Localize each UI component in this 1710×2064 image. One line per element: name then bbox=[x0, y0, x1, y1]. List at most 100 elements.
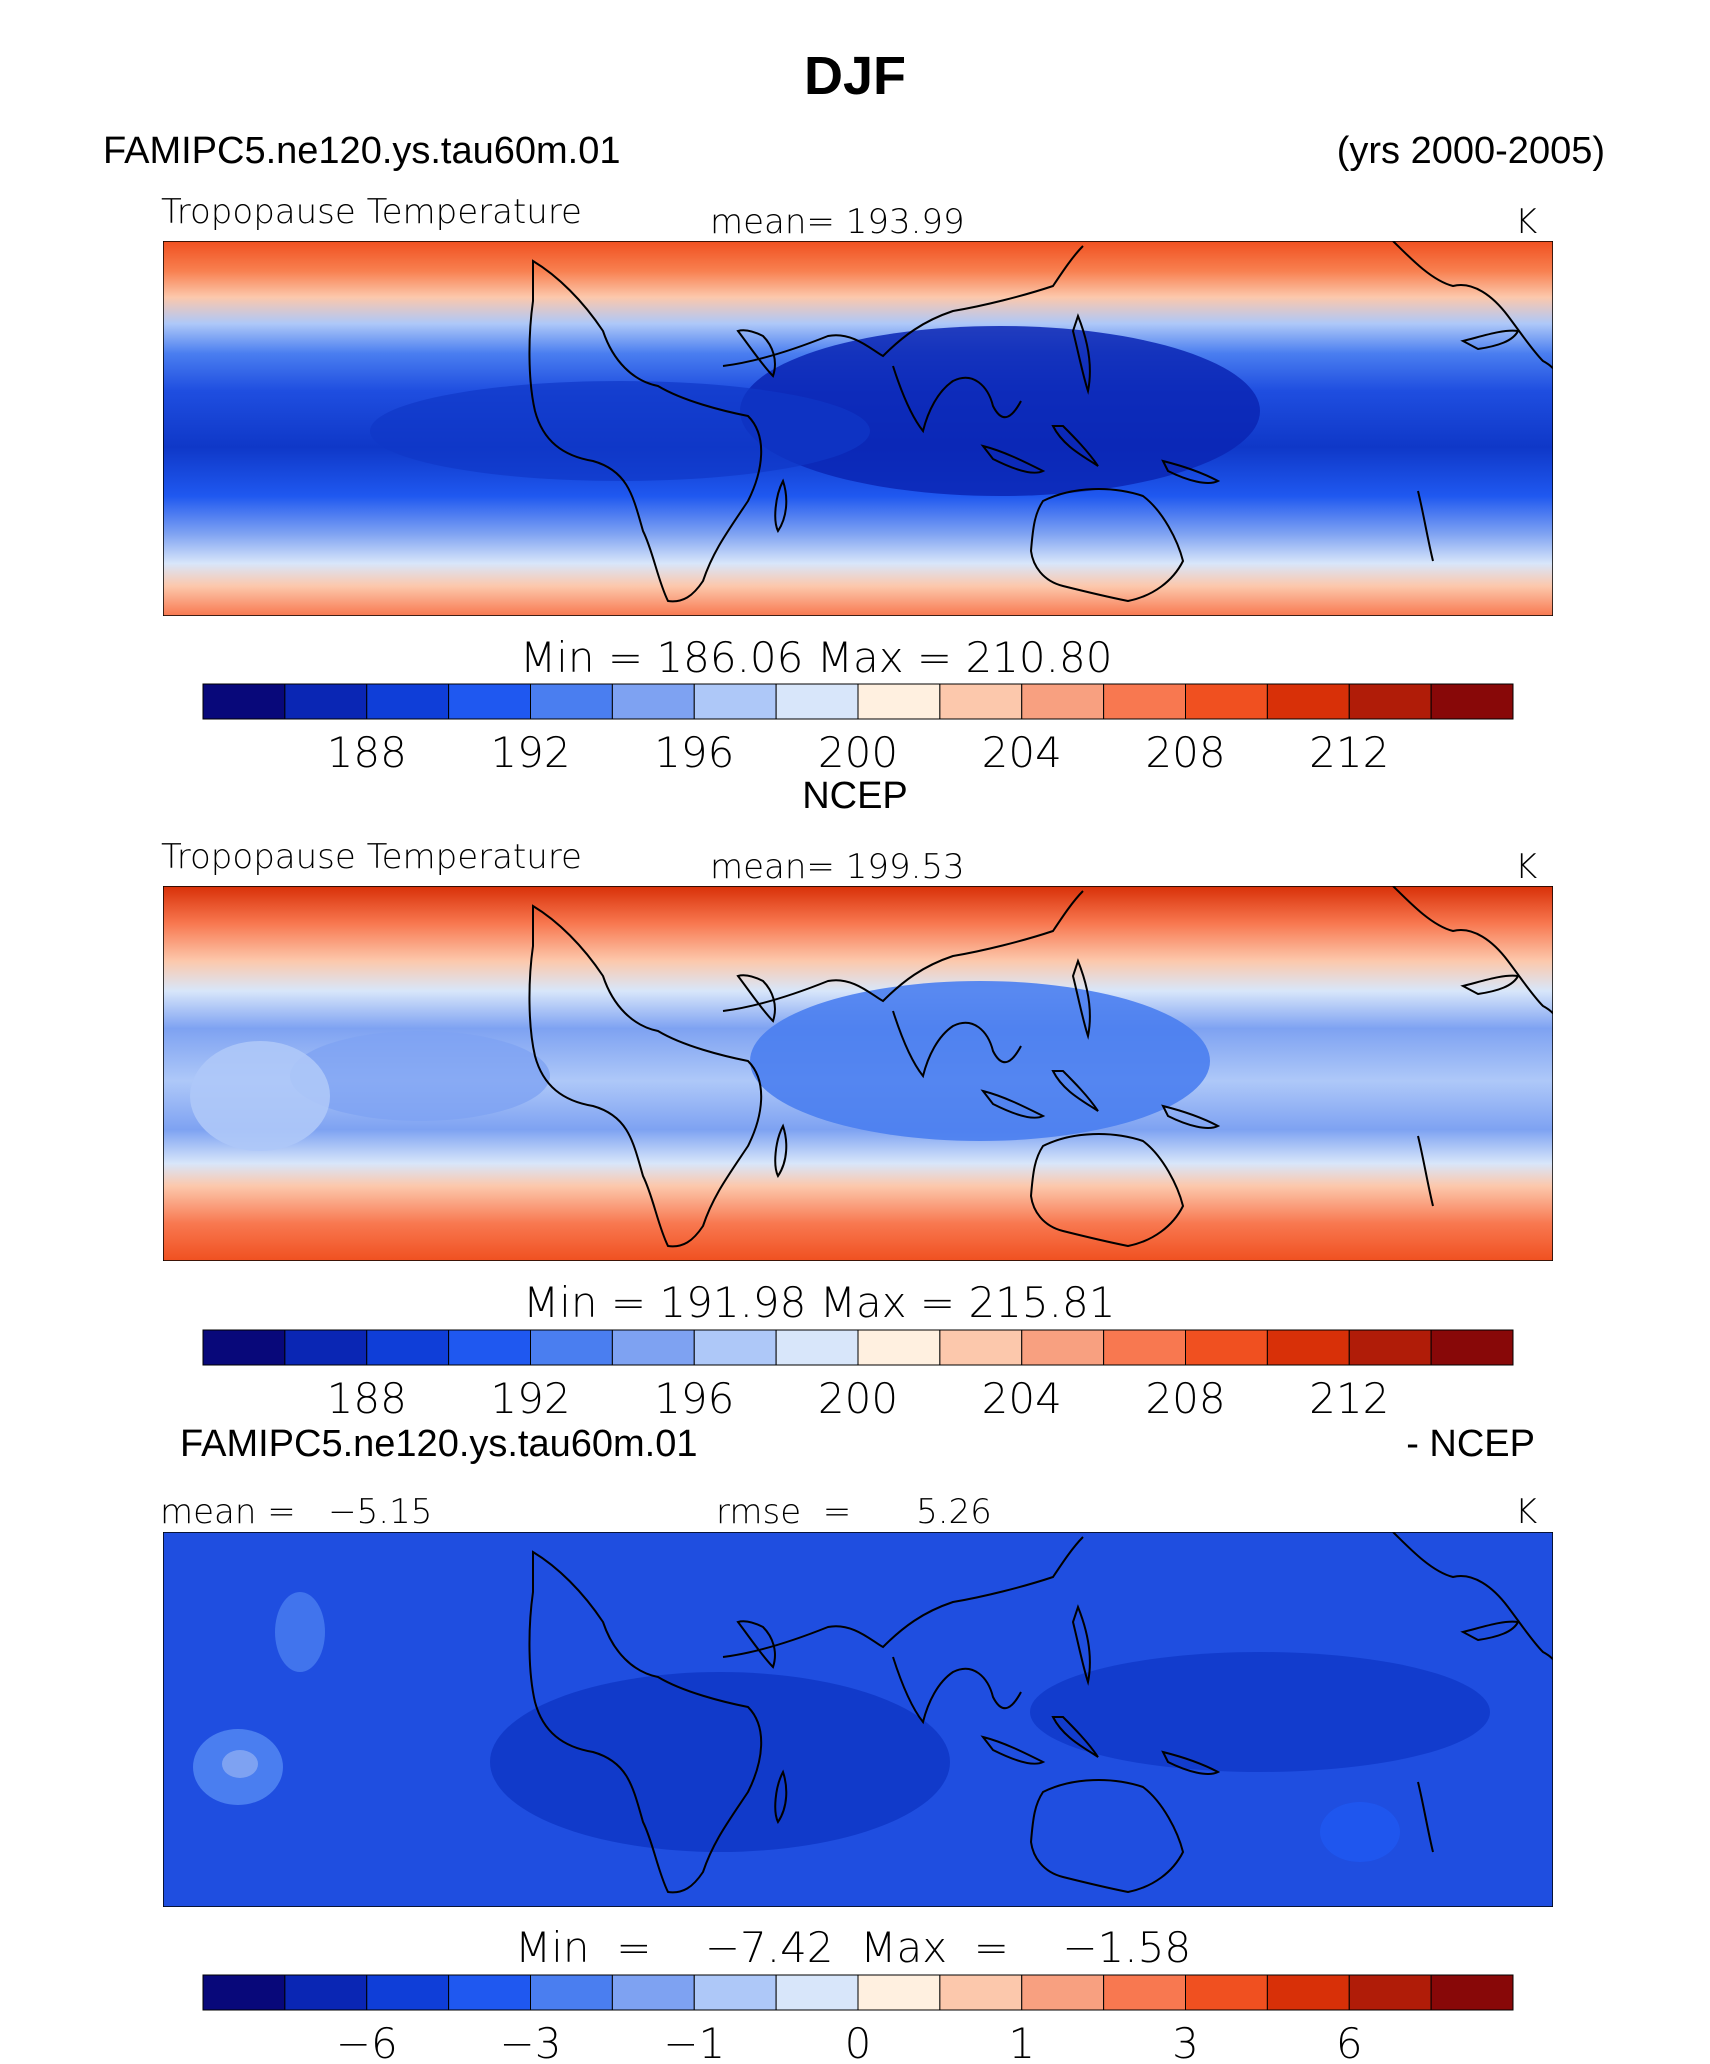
colorbar-1-box bbox=[1185, 683, 1268, 720]
cold-core-region bbox=[750, 981, 1210, 1141]
case-label-1: FAMIPC5.ne120.ys.tau60m.01 bbox=[103, 130, 621, 172]
mean-label-3: mean = −5.15 bbox=[160, 1492, 433, 1532]
colorbar-3-box bbox=[366, 1974, 450, 2011]
colorbar-2-box bbox=[857, 1329, 941, 1366]
colorbar-1-box bbox=[1266, 683, 1350, 720]
colorbar-3-tick-label: −3 bbox=[500, 2019, 562, 2064]
colorbar-3-box bbox=[1185, 1974, 1268, 2011]
colorbar-1-box bbox=[284, 683, 368, 720]
units-label-1: K bbox=[1515, 202, 1538, 242]
colorbar-1-tick-label: 196 bbox=[654, 728, 734, 777]
figure-title: DJF bbox=[803, 46, 906, 106]
colorbar-1-box bbox=[366, 683, 450, 720]
atlantic-anomaly bbox=[275, 1592, 325, 1672]
colorbar-1-box bbox=[1021, 683, 1105, 720]
units-label-3: K bbox=[1515, 1492, 1538, 1532]
colorbar-1-box bbox=[1103, 683, 1186, 720]
colorbar-2-box bbox=[1430, 1329, 1514, 1366]
rmse-label-3: rmse = 5.26 bbox=[716, 1492, 992, 1532]
colorbar-2-box bbox=[530, 1329, 613, 1366]
colorbar-1-tick-label: 200 bbox=[818, 728, 898, 777]
colorbar-1-tick-label: 192 bbox=[490, 728, 570, 777]
south-america-region bbox=[190, 1041, 330, 1151]
colorbar-2-box bbox=[284, 1329, 368, 1366]
colorbar-2-box bbox=[1185, 1329, 1268, 1366]
minmax-label-2: Min = 191.98 Max = 215.81 bbox=[523, 1278, 1116, 1327]
colorbar-3-tick-label: 1 bbox=[1008, 2019, 1035, 2064]
colorbar-3-box bbox=[1103, 1974, 1186, 2011]
minmax-label-3: Min = −7.42 Max = −1.58 bbox=[515, 1923, 1192, 1972]
colorbar-3-box bbox=[202, 1974, 286, 2011]
colorbar-1-box bbox=[611, 683, 695, 720]
mean-label-2: mean= 199.53 bbox=[710, 847, 965, 887]
map-field-2 bbox=[163, 886, 1553, 1261]
pacific-region bbox=[1030, 1652, 1490, 1772]
colorbar-2-box bbox=[1348, 1329, 1432, 1366]
colorbar-2-tick-label: 192 bbox=[490, 1374, 570, 1423]
variable-label-2: Tropopause Temperature bbox=[161, 837, 582, 877]
map-field-1 bbox=[163, 241, 1553, 616]
colorbar-2-box bbox=[1103, 1329, 1186, 1366]
colorbar-3-box bbox=[857, 1974, 941, 2011]
colorbar-3-box bbox=[284, 1974, 368, 2011]
colorbar-2-box bbox=[693, 1329, 777, 1366]
colorbar-3-box bbox=[530, 1974, 613, 2011]
colorbar-3-box bbox=[1430, 1974, 1514, 2011]
colorbar-2-box bbox=[1266, 1329, 1350, 1366]
colorbar-2-tick-label: 204 bbox=[982, 1374, 1062, 1423]
colorbar-2-box bbox=[366, 1329, 450, 1366]
colorbar-3-box bbox=[448, 1974, 531, 2011]
colorbar-3-box bbox=[1021, 1974, 1105, 2011]
case-label-2: NCEP bbox=[802, 775, 908, 817]
colorbar-2-tick-label: 196 bbox=[654, 1374, 734, 1423]
colorbar-3-tick-label: −6 bbox=[336, 2019, 398, 2064]
cold-core-region bbox=[740, 326, 1260, 496]
colorbar-2-box bbox=[775, 1329, 859, 1366]
variable-label-1: Tropopause Temperature bbox=[161, 192, 582, 232]
colorbar-1-box bbox=[530, 683, 613, 720]
colorbar-1-box bbox=[857, 683, 941, 720]
colorbar-1-box bbox=[939, 683, 1023, 720]
colorbar-3-tick-label: 6 bbox=[1336, 2019, 1363, 2064]
colorbar-3-tick-label: −1 bbox=[663, 2019, 725, 2064]
indian-ocean-region bbox=[490, 1672, 950, 1852]
colorbar-1-box bbox=[1430, 683, 1514, 720]
map-field-3 bbox=[163, 1532, 1553, 1907]
colorbar-1-box bbox=[1348, 683, 1432, 720]
minmax-label-1: Min = 186.06 Max = 210.80 bbox=[520, 633, 1113, 682]
colorbar-1-tick-label: 204 bbox=[982, 728, 1062, 777]
units-label-2: K bbox=[1515, 847, 1538, 887]
colorbar-1-tick-label: 188 bbox=[327, 728, 407, 777]
case-label-3: FAMIPC5.ne120.ys.tau60m.01 bbox=[180, 1423, 698, 1465]
colorbar-3-box bbox=[1348, 1974, 1432, 2011]
colorbar-2-tick-label: 188 bbox=[327, 1374, 407, 1423]
period-label: (yrs 2000-2005) bbox=[1336, 130, 1605, 172]
colorbar-3-box bbox=[775, 1974, 859, 2011]
colorbar-2-box bbox=[202, 1329, 286, 1366]
south-pacific-anomaly bbox=[1320, 1802, 1400, 1862]
colorbar-1-box bbox=[693, 683, 777, 720]
colorbar-3-box bbox=[611, 1974, 695, 2011]
south-america-anomaly-inner bbox=[222, 1750, 258, 1778]
colorbar-2-box bbox=[611, 1329, 695, 1366]
colorbar-2-tick-label: 212 bbox=[1309, 1374, 1389, 1423]
colorbar-1-tick-label: 212 bbox=[1309, 728, 1389, 777]
colorbar-2-box bbox=[448, 1329, 531, 1366]
africa-region bbox=[290, 1031, 550, 1121]
colorbar-2-tick-label: 208 bbox=[1145, 1374, 1225, 1423]
colorbar-1-tick-label: 208 bbox=[1145, 728, 1225, 777]
colorbar-1-box bbox=[202, 683, 286, 720]
colorbar-3-box bbox=[693, 1974, 777, 2011]
colorbar-1-box bbox=[775, 683, 859, 720]
colorbar-3-box bbox=[1266, 1974, 1350, 2011]
colorbar-2-box bbox=[939, 1329, 1023, 1366]
colorbar-2-tick-label: 200 bbox=[818, 1374, 898, 1423]
colorbar-3-tick-label: 3 bbox=[1172, 2019, 1199, 2064]
colorbar-3-box bbox=[939, 1974, 1023, 2011]
colorbar-1-box bbox=[448, 683, 531, 720]
mean-label-1: mean= 193.99 bbox=[710, 202, 965, 242]
tropical-band-region bbox=[370, 381, 870, 481]
colorbar-3-tick-label: 0 bbox=[845, 2019, 872, 2064]
diff-label: - NCEP bbox=[1406, 1423, 1535, 1465]
